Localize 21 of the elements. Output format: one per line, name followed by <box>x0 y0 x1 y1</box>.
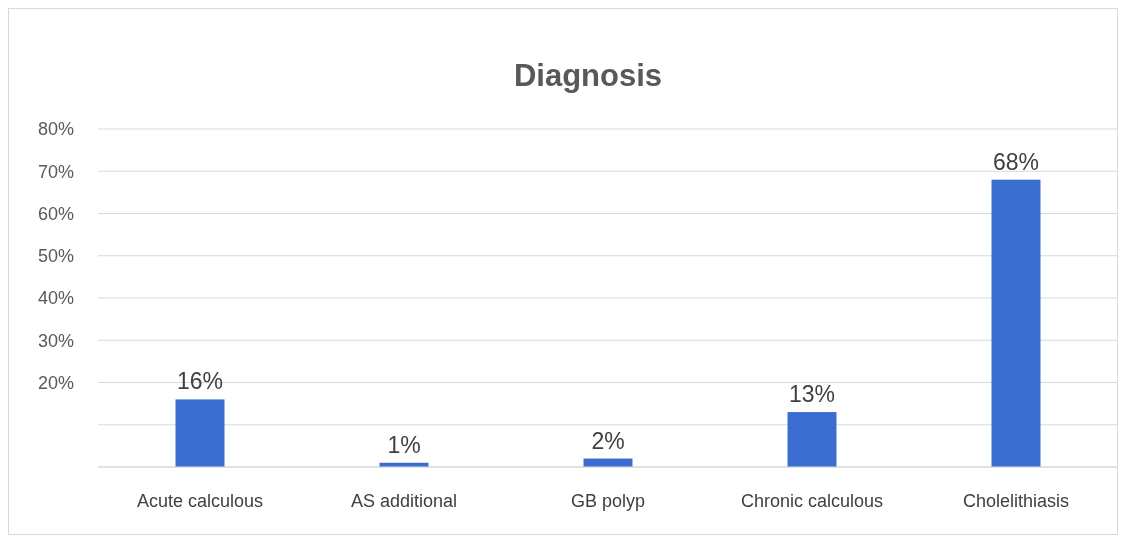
y-tick-label: 80% <box>37 119 74 140</box>
x-tick-label: GB polyp <box>570 491 646 511</box>
data-label: 1% <box>387 431 421 458</box>
bar <box>991 179 1041 467</box>
y-tick-label: 40% <box>37 288 74 309</box>
x-tick-label: Acute calculous <box>136 491 264 511</box>
x-tick-label: AS additional <box>350 491 458 511</box>
y-tick-label: 20% <box>37 372 74 393</box>
y-tick-label: 50% <box>37 246 74 267</box>
chart-title: Diagnosis <box>513 58 663 93</box>
bar <box>787 412 837 467</box>
y-tick-label: 70% <box>37 161 74 182</box>
data-label: 16% <box>176 368 224 395</box>
data-label: 68% <box>992 148 1040 175</box>
bar <box>175 399 225 467</box>
x-tick-label: Cholelithiasis <box>962 491 1070 511</box>
data-label: 13% <box>788 381 836 408</box>
y-tick-label: 60% <box>37 203 74 224</box>
y-tick-label: 30% <box>37 330 74 351</box>
x-tick-label: Chronic calculous <box>740 491 884 511</box>
data-label: 2% <box>591 427 625 454</box>
